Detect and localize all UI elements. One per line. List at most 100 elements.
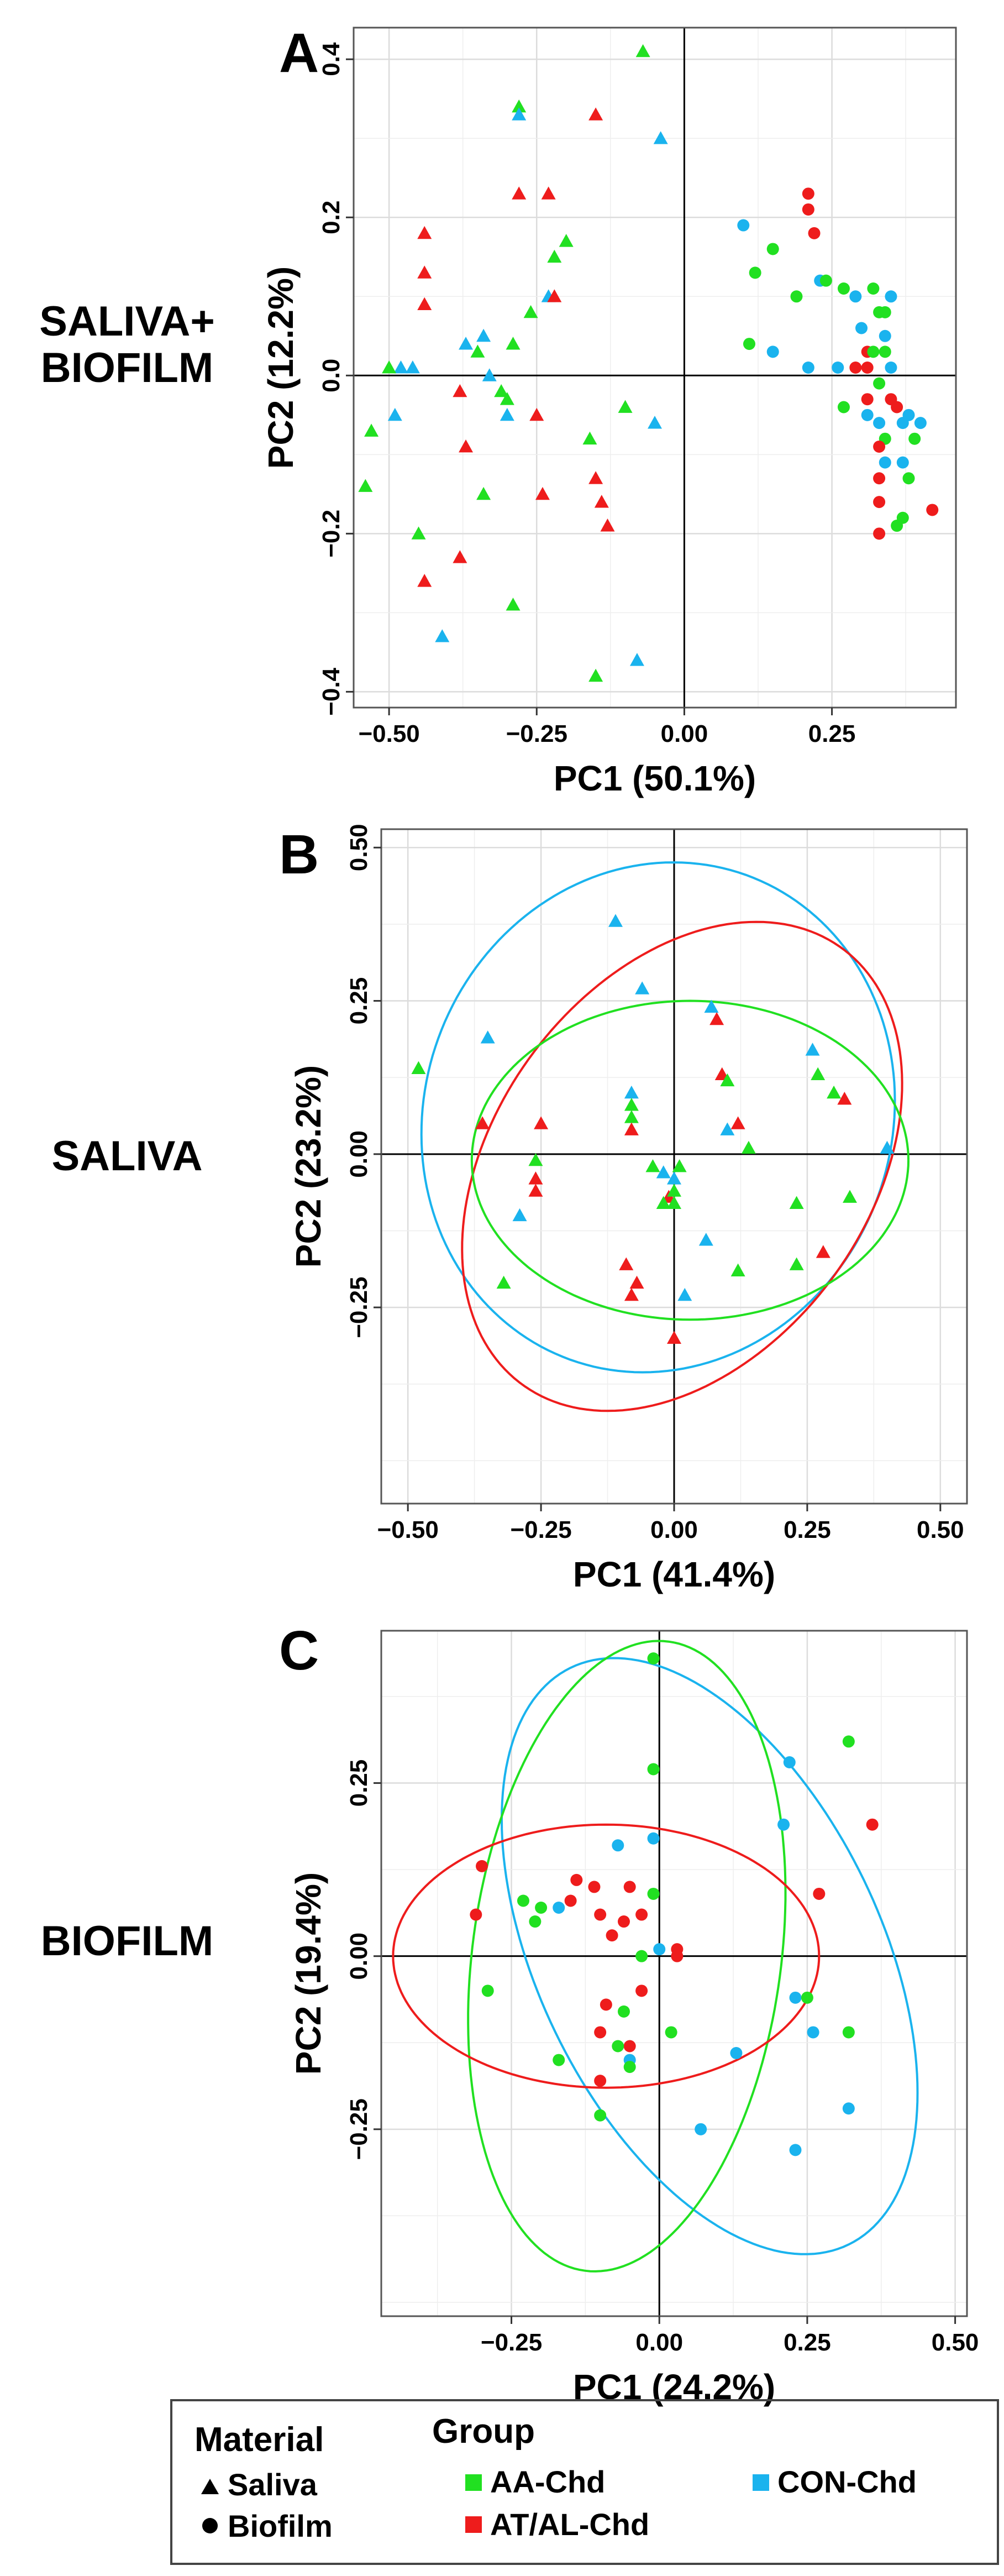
data-point bbox=[842, 2026, 855, 2039]
legend-atal-swatch bbox=[465, 2516, 482, 2533]
legend-group-atal: AT/AL-Chd bbox=[490, 2507, 649, 2542]
data-point bbox=[470, 344, 485, 358]
x-tick-label: −0.25 bbox=[510, 1516, 571, 1543]
data-point bbox=[867, 345, 880, 358]
data-point bbox=[837, 282, 850, 295]
data-point bbox=[364, 423, 379, 437]
data-point bbox=[506, 337, 521, 350]
data-point bbox=[879, 456, 891, 469]
data-point bbox=[453, 550, 467, 563]
data-point bbox=[720, 1122, 735, 1135]
data-point bbox=[648, 416, 662, 429]
data-point bbox=[695, 2123, 707, 2135]
data-point bbox=[523, 305, 538, 318]
y-axis-title: PC2 (12.2%) bbox=[261, 266, 301, 469]
data-point bbox=[873, 496, 886, 509]
data-point bbox=[559, 234, 574, 247]
data-point bbox=[849, 362, 862, 374]
data-point bbox=[873, 377, 886, 390]
data-points bbox=[470, 1652, 879, 2156]
data-point bbox=[476, 328, 491, 342]
data-point bbox=[600, 1998, 612, 2011]
data-point bbox=[618, 400, 633, 413]
data-point bbox=[588, 1881, 601, 1893]
data-point bbox=[528, 1153, 543, 1166]
x-tick-label: 0.50 bbox=[932, 2329, 979, 2356]
data-point bbox=[842, 2102, 855, 2115]
data-point bbox=[885, 290, 897, 303]
data-point bbox=[476, 486, 491, 500]
data-point bbox=[496, 1275, 511, 1289]
data-point bbox=[891, 520, 903, 532]
x-tick-label: 0.00 bbox=[661, 720, 708, 747]
x-tick-label: 0.50 bbox=[917, 1516, 964, 1543]
data-point bbox=[861, 393, 874, 406]
legend-material-saliva: Saliva bbox=[228, 2467, 318, 2502]
data-point bbox=[411, 526, 426, 540]
data-point bbox=[914, 417, 927, 430]
data-point bbox=[512, 186, 527, 200]
data-point bbox=[623, 2040, 636, 2053]
data-point bbox=[512, 100, 527, 113]
data-point bbox=[789, 2144, 802, 2156]
data-point bbox=[827, 1085, 842, 1099]
legend-material-biofilm: Biofilm bbox=[228, 2509, 333, 2543]
data-point bbox=[743, 338, 755, 350]
data-point bbox=[417, 265, 432, 279]
data-point bbox=[790, 290, 803, 303]
data-point bbox=[459, 337, 474, 350]
data-point bbox=[837, 401, 850, 413]
data-point bbox=[807, 2026, 819, 2039]
data-point bbox=[879, 345, 891, 358]
ellipses bbox=[420, 861, 910, 1412]
row-label-saliva-biofilm: SALIVA+ BIOFILM bbox=[39, 298, 215, 391]
data-point bbox=[667, 1196, 681, 1209]
data-point bbox=[612, 2040, 624, 2053]
data-point bbox=[880, 1140, 895, 1154]
data-point bbox=[837, 1092, 852, 1105]
data-point bbox=[873, 527, 886, 540]
data-point bbox=[459, 439, 474, 453]
data-point bbox=[629, 1275, 644, 1289]
y-tick-label: −0.2 bbox=[318, 510, 345, 558]
data-point bbox=[512, 107, 527, 121]
ellipse-at-al-chd bbox=[392, 1823, 821, 2089]
data-point bbox=[635, 981, 650, 994]
data-point bbox=[672, 1159, 687, 1172]
data-point bbox=[528, 1184, 543, 1197]
legend-circle-icon bbox=[202, 2518, 218, 2533]
data-points bbox=[358, 44, 939, 682]
row-label-biofilm: BIOFILM bbox=[40, 1918, 214, 1965]
data-point bbox=[481, 1985, 494, 1997]
data-point bbox=[405, 360, 420, 374]
data-point bbox=[417, 297, 432, 310]
data-point bbox=[783, 1756, 796, 1768]
grid bbox=[354, 28, 956, 708]
data-point bbox=[816, 1245, 830, 1258]
data-point bbox=[624, 1098, 639, 1111]
ellipse-con-chd bbox=[420, 861, 896, 1374]
data-point bbox=[749, 266, 761, 279]
data-point bbox=[476, 1860, 488, 1872]
data-point bbox=[635, 1908, 648, 1921]
data-point bbox=[896, 456, 909, 469]
data-point bbox=[737, 219, 750, 232]
legend-group-title: Group bbox=[432, 2412, 535, 2451]
y-tick-label: −0.25 bbox=[345, 2098, 372, 2160]
grid bbox=[381, 1631, 967, 2316]
data-point bbox=[879, 329, 891, 342]
data-point bbox=[534, 1116, 549, 1129]
data-point bbox=[647, 1832, 660, 1845]
data-point bbox=[594, 2075, 607, 2087]
data-point bbox=[547, 249, 562, 263]
data-point bbox=[698, 1233, 713, 1246]
data-point bbox=[789, 1257, 804, 1270]
data-point bbox=[624, 1110, 639, 1123]
data-point bbox=[393, 360, 408, 374]
data-point bbox=[777, 1818, 790, 1831]
data-point bbox=[553, 1902, 565, 1914]
data-point bbox=[606, 1929, 618, 1942]
y-tick-label: 0.4 bbox=[318, 42, 345, 76]
data-point bbox=[873, 472, 886, 485]
